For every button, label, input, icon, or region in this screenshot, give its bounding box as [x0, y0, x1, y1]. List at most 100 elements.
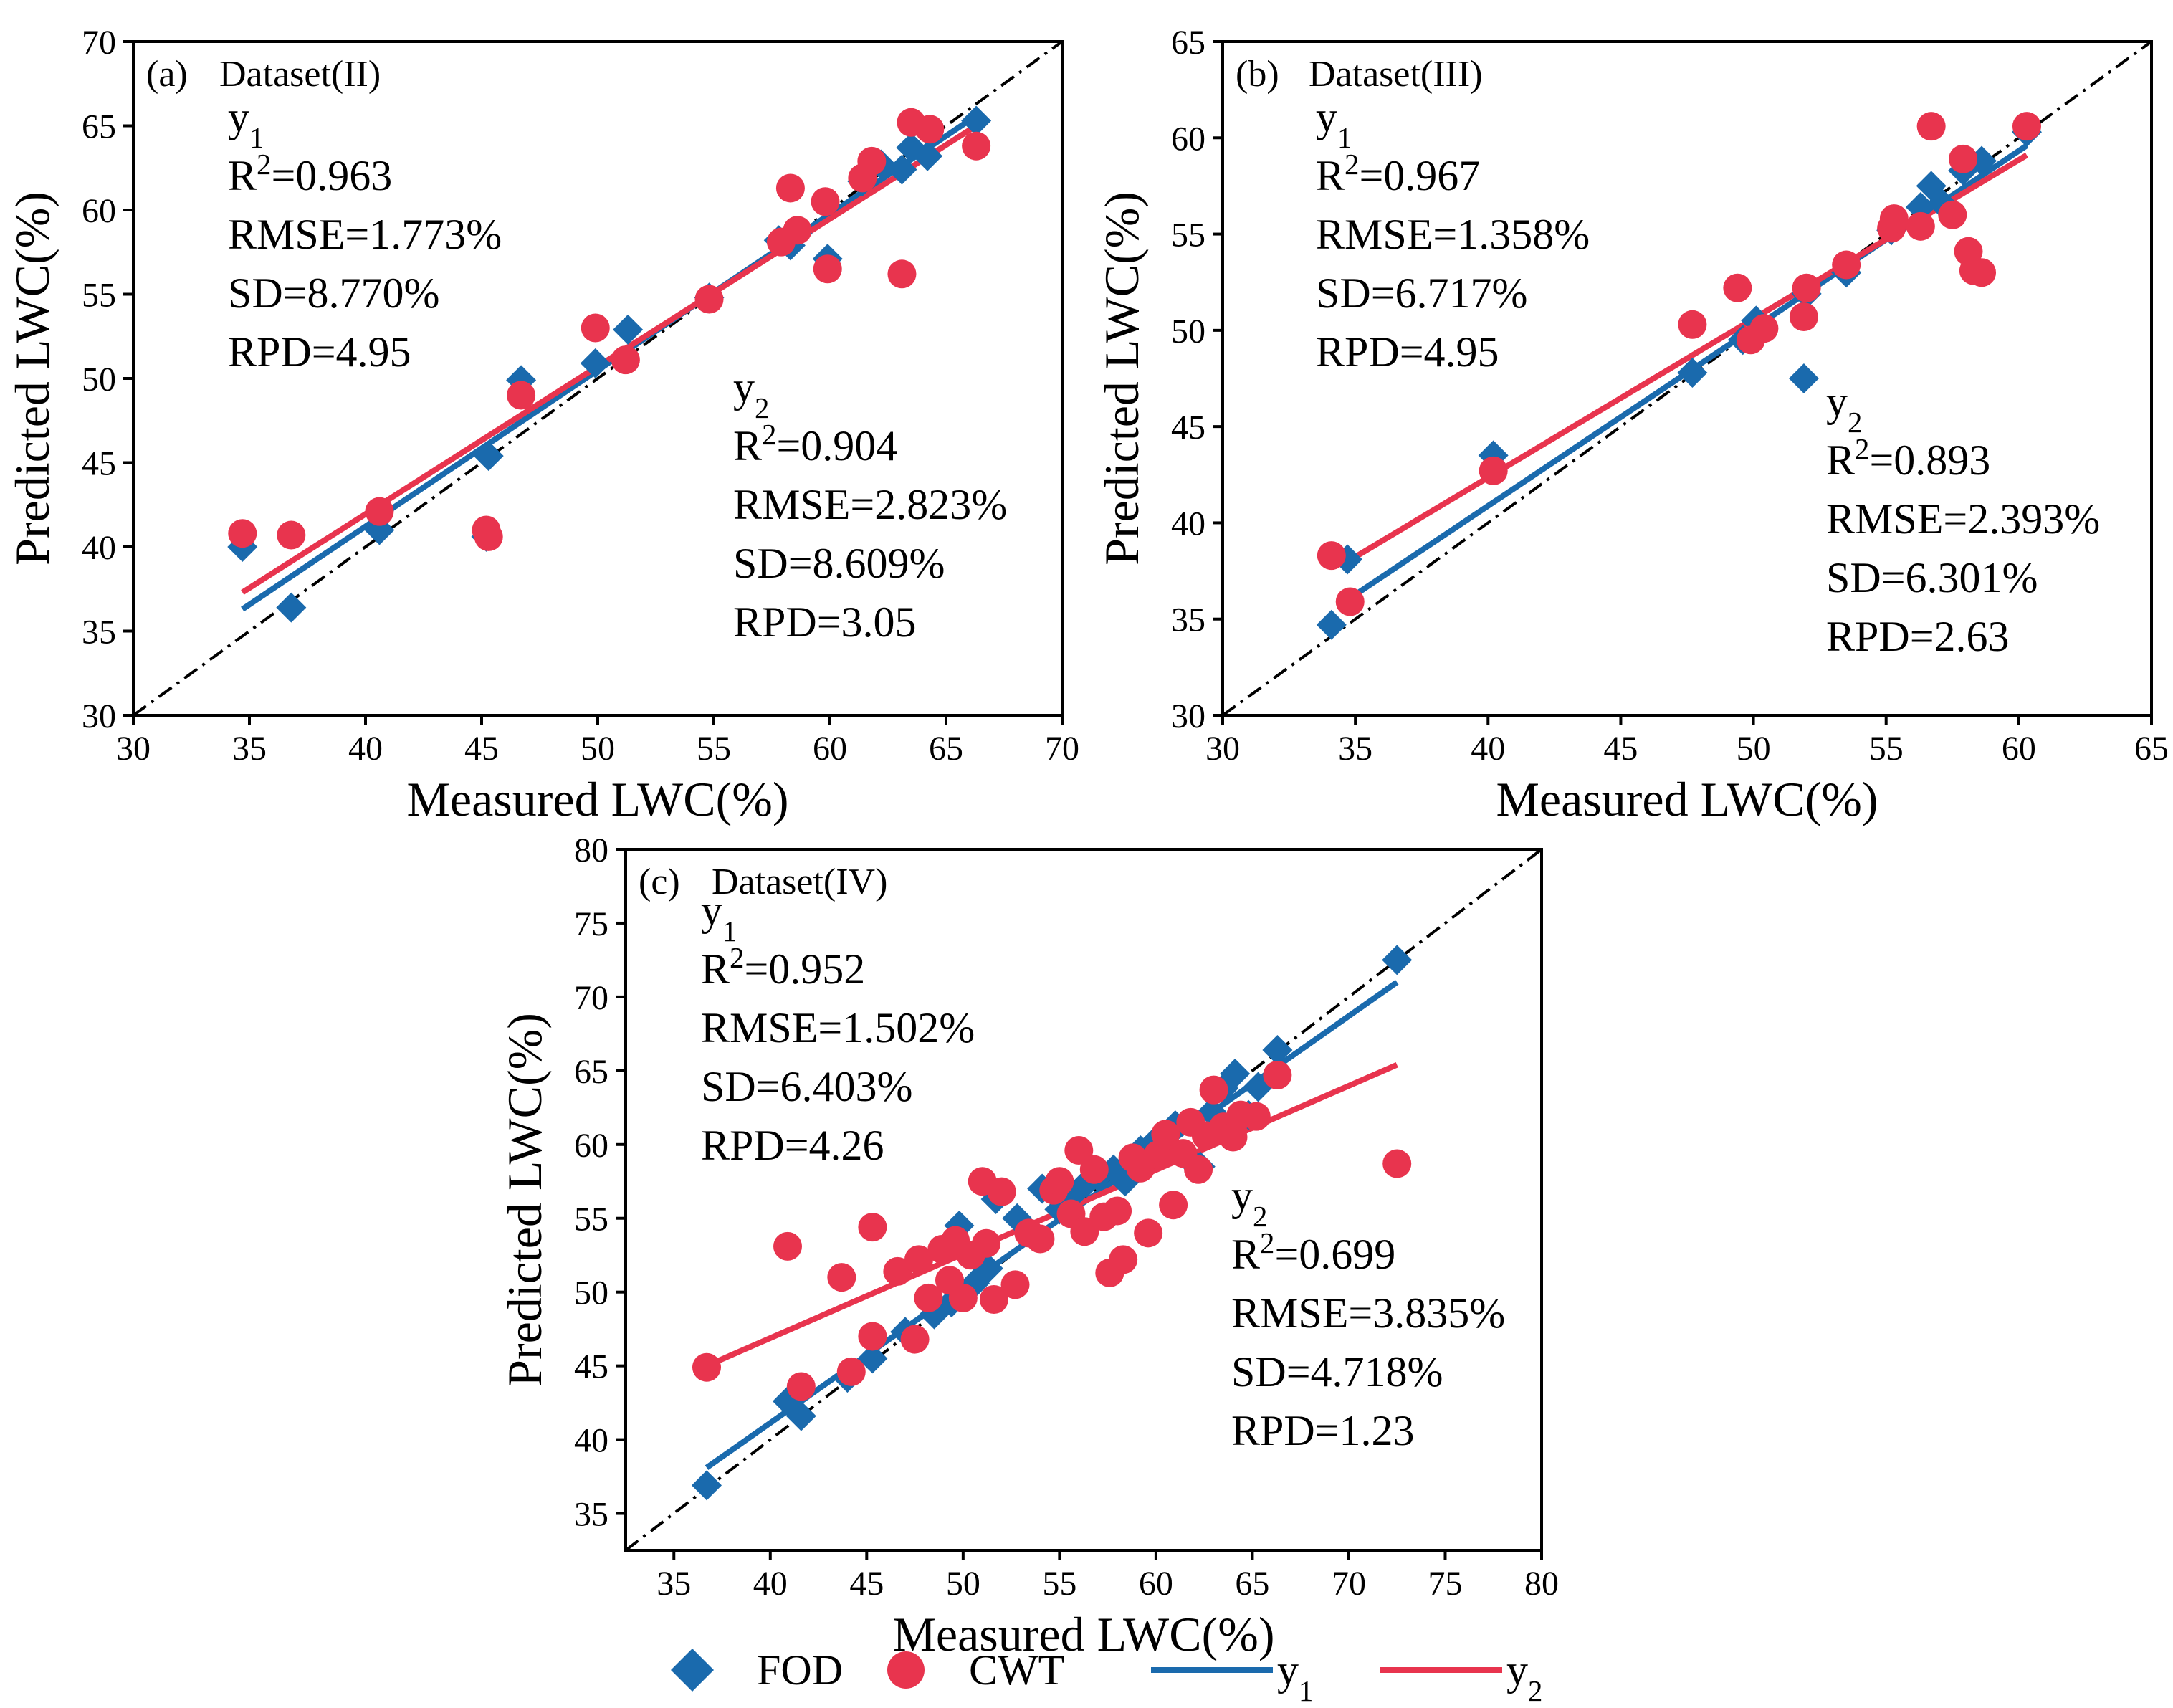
x-tick-label: 40: [348, 730, 383, 768]
cwt-point: [836, 1357, 866, 1386]
cwt-point: [900, 1325, 930, 1354]
fod-point: [1220, 1058, 1251, 1089]
cwt-point: [692, 1352, 722, 1382]
r2-prefix: R: [1231, 1231, 1260, 1278]
cwt-point: [1382, 1149, 1412, 1178]
cwt-point: [887, 259, 917, 289]
x-tick-label: 65: [1235, 1565, 1269, 1603]
r2-value: =0.904: [776, 422, 897, 469]
panel-tag: (a): [146, 54, 188, 95]
chart-panel-2: 30 35 40 45 50 55 60 65 30 35 40 45 50 55 60 65 Measured…: [1094, 24, 2169, 826]
y-tick-label: 40: [1171, 505, 1205, 543]
panel-title: Dataset(II): [219, 54, 381, 95]
chart-panel-3: 35 40 45 50 55 60 65 70 75 80 35 40 45 50 55 60 65 70 75 80…: [497, 831, 1559, 1661]
cwt-point: [1103, 1196, 1132, 1226]
stats-y2-rmse: RMSE=2.823%: [733, 481, 1007, 528]
cwt-point: [694, 285, 724, 314]
stats-y2-r2: R2=0.893: [1826, 433, 1990, 485]
cwt-point: [277, 520, 306, 550]
r2-value: =0.952: [744, 945, 865, 993]
cwt-point: [581, 313, 610, 343]
cwt-point: [1064, 1136, 1094, 1165]
y-tick-label: 50: [1171, 313, 1205, 350]
y-axis-label: Predicted LWC(%): [1094, 191, 1149, 566]
legend-cwt-label: CWT: [969, 1646, 1064, 1694]
cwt-point: [914, 1283, 943, 1312]
cwt-point: [915, 115, 945, 144]
legend-cwt-marker: [887, 1651, 925, 1689]
y-tick-label: 55: [1171, 216, 1205, 254]
cwt-point: [1317, 541, 1346, 571]
legend-y2-label: y2: [1506, 1646, 1542, 1707]
y-tick-label: 45: [82, 445, 116, 483]
stats-y1-rmse: RMSE=1.358%: [1316, 211, 1590, 258]
stats-y2-rmse: RMSE=2.393%: [1826, 495, 2100, 543]
cwt-point: [2012, 112, 2041, 141]
legend: FOD CWT y1 y2: [671, 1646, 1542, 1707]
stats-y2-rmse: RMSE=3.835%: [1231, 1289, 1505, 1337]
fod-point: [912, 140, 943, 171]
y-tick-label: 75: [574, 905, 608, 943]
cwt-point: [857, 146, 887, 176]
y-tick-label: 35: [82, 614, 116, 652]
stats-y2-label: y2: [1231, 1172, 1267, 1233]
stats-y1-r2: R2=0.952: [701, 942, 865, 993]
cwt-point: [1199, 1075, 1228, 1105]
stats-label-sub: 1: [722, 915, 737, 948]
cwt-point: [474, 522, 503, 551]
fod-point: [1382, 945, 1413, 975]
y-tick-label: 60: [82, 192, 116, 230]
fod-point: [1316, 609, 1347, 640]
x-tick-label: 75: [1428, 1565, 1462, 1603]
stats-y2-sd: SD=8.609%: [733, 540, 945, 587]
x-tick-label: 30: [1205, 730, 1240, 768]
cwt-point: [811, 187, 840, 216]
y-tick-label: 40: [574, 1422, 608, 1460]
x-tick-label: 35: [656, 1565, 691, 1603]
legend-y2-base: y: [1506, 1646, 1528, 1694]
x-tick-label: 50: [581, 730, 615, 768]
legend-y2-sub: 2: [1528, 1675, 1542, 1707]
stats-y1-rmse: RMSE=1.773%: [228, 211, 502, 258]
y-tick-label: 35: [1171, 601, 1205, 639]
r2-prefix: R: [701, 945, 730, 993]
chart-panel-1: 30 35 40 45 50 55 60 65 70 30 35 40 45 50 55 60 65 70 Meas…: [5, 24, 1079, 826]
r2-prefix: R: [1826, 436, 1855, 484]
x-tick-label: 55: [697, 730, 731, 768]
cwt-point: [1184, 1155, 1213, 1184]
x-tick-label: 35: [1338, 730, 1372, 768]
stats-y2-sd: SD=6.301%: [1826, 554, 2038, 601]
stats-y1-label: y1: [228, 93, 264, 154]
cwt-point: [1678, 310, 1707, 339]
cwt-point: [1151, 1120, 1180, 1149]
fod-point: [613, 314, 644, 345]
r2-prefix: R: [228, 152, 257, 199]
x-tick-label: 60: [813, 730, 847, 768]
cwt-point: [1026, 1224, 1055, 1254]
x-tick-label: 70: [1045, 730, 1079, 768]
y-tick-label: 80: [574, 831, 608, 869]
fod-point: [857, 1343, 888, 1374]
cwt-point: [904, 1245, 933, 1274]
cwt-point: [1832, 250, 1861, 280]
r2-sup: 2: [1260, 1227, 1274, 1259]
y-tick-label: 50: [82, 361, 116, 399]
x-tick-label: 30: [116, 730, 151, 768]
r2-sup: 2: [730, 942, 744, 974]
stats-label-base: y: [701, 887, 722, 934]
cwt-point: [987, 1177, 1016, 1206]
cwt-point: [1479, 456, 1508, 485]
cwt-point: [1045, 1167, 1074, 1196]
stats-y2-r2: R2=0.699: [1231, 1227, 1395, 1279]
cwt-point: [972, 1228, 1001, 1258]
cwt-point: [611, 345, 640, 375]
cwt-point: [1938, 200, 1967, 229]
fod-point: [1262, 1035, 1293, 1066]
fod-point: [961, 105, 992, 136]
x-tick-label: 60: [1139, 1565, 1173, 1603]
stats-label-sub: 1: [249, 122, 264, 154]
cwt-point: [948, 1283, 978, 1312]
cwt-point: [773, 1231, 803, 1261]
fod-point: [1788, 363, 1819, 393]
